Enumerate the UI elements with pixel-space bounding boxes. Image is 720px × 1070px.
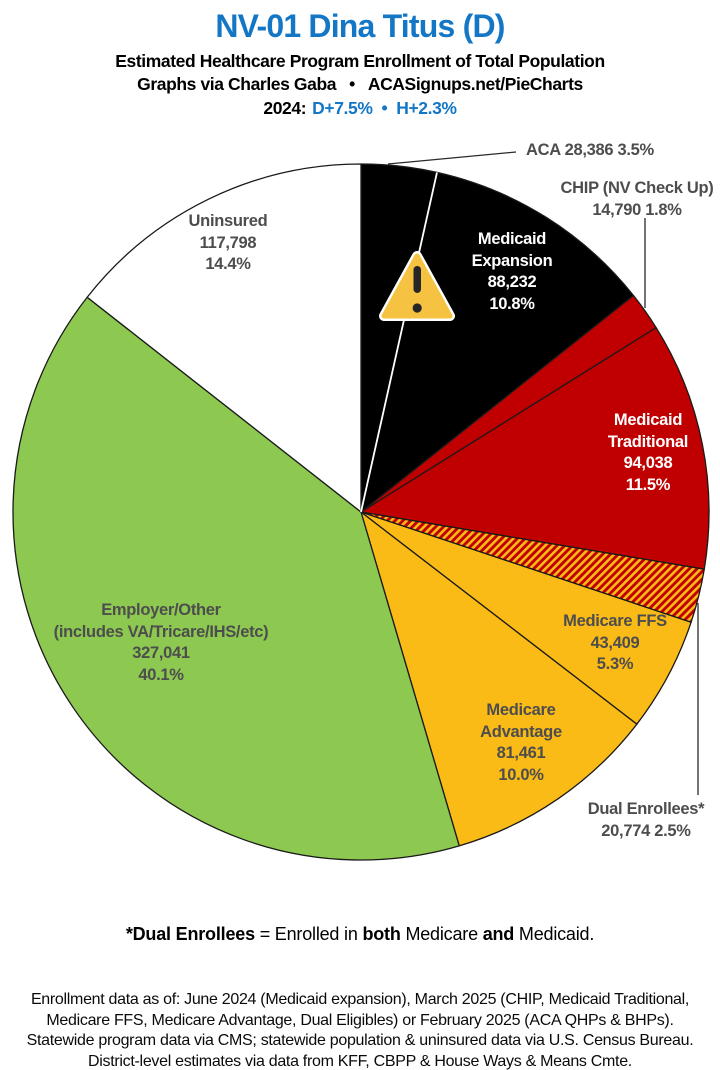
dem-lean-value: D+7.5%: [312, 98, 373, 118]
source-line: Medicare FFS, Medicare Advantage, Dual E…: [46, 1011, 674, 1029]
dual-note-segment: Medicare: [400, 924, 483, 944]
dual-note-segment: both: [362, 924, 401, 944]
pie-slice-medicaid-expansion: [360, 171, 635, 513]
year-label: 2024:: [263, 98, 307, 118]
credit-line: Graphs via Charles Gaba • ACASignups.net/P…: [0, 73, 720, 95]
house-lean-value: H+2.3%: [396, 98, 457, 118]
credit-text: Graphs via Charles Gaba: [137, 74, 337, 94]
dual-enrollees-footnote: *Dual Enrollees = Enrolled in both Medic…: [0, 923, 720, 945]
page-title: NV-01 Dina Titus (D): [215, 8, 505, 44]
warning-icon: [379, 251, 455, 321]
source-line: District-level estimates via data from K…: [88, 1052, 632, 1070]
source-line: Enrollment data as of: June 2024 (Medica…: [30, 991, 690, 1008]
pie-slice-medicare-advantage: [360, 511, 638, 847]
source-line: Statewide program data via CMS; statewid…: [26, 1032, 694, 1049]
exclamation-bar: [413, 266, 421, 293]
subtitle: Estimated Healthcare Program Enrollment …: [115, 51, 605, 71]
chart-header: NV-01 Dina Titus (D) Estimated Healthcar…: [0, 0, 720, 119]
pie-slice-employer-other: [12, 296, 460, 861]
site-url-text: ACASignups.net/PieCharts: [367, 74, 583, 94]
slice-divider-lines: [360, 172, 438, 513]
exclamation-dot: [412, 303, 422, 313]
white-divider-line: [360, 172, 438, 513]
bullet-separator-icon: •: [349, 74, 355, 94]
bullet-separator-icon: •: [381, 98, 388, 118]
data-sources-note: Enrollment data as of: June 2024 (Medica…: [0, 990, 720, 1070]
dual-note-segment: and: [482, 924, 515, 944]
callout-line-aca: [387, 151, 517, 165]
callout-lines: [387, 151, 699, 795]
pie-slices: [12, 163, 710, 861]
partisan-lean-line: 2024: D+7.5% • H+2.3%: [0, 97, 720, 119]
dual-note-segment: *Dual Enrollees: [125, 924, 255, 944]
pie-slice-uninsured: [86, 163, 362, 513]
pie-slice-medicaid-traditional: [360, 327, 710, 570]
dual-note-segment: Medicaid.: [514, 924, 595, 944]
dual-note-segment: = Enrolled in: [254, 924, 363, 944]
